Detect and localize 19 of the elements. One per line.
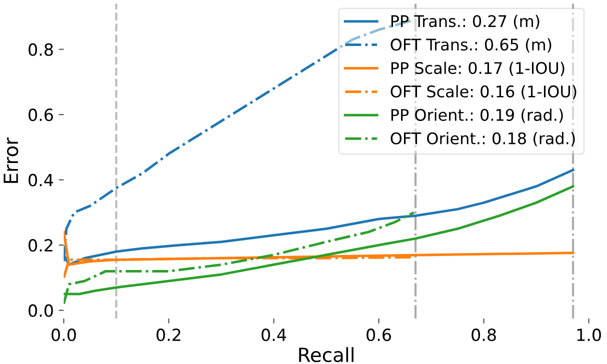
y-tick-label: 0.8 (28, 43, 53, 56)
legend-label: OFT Trans.: 0.65 (m) (390, 38, 552, 53)
legend-label: OFT Orient.: 0.18 (rad.) (390, 132, 575, 146)
y-tick-label: 0.0 (28, 304, 53, 317)
y-tick-label: 0.6 (28, 108, 53, 122)
legend-label: PP Orient.: 0.19 (rad.) (391, 108, 563, 123)
x-axis-title: Recall (299, 347, 354, 362)
x-tick-label: 0.2 (156, 328, 180, 342)
x-tick-label: 0.0 (52, 328, 76, 342)
legend-label: PP Trans.: 0.27 (m) (391, 14, 540, 30)
y-tick-label: 0.4 (28, 174, 54, 186)
x-tick-label: 0.8 (472, 328, 496, 342)
legend-label: OFT Scale: 0.16 (1-IOU) (390, 85, 576, 100)
x-tick-label: 0.6 (366, 328, 391, 342)
y-axis-title: Error (4, 137, 18, 183)
y-tick-label: 0.2 (28, 239, 52, 252)
legend-label: PP Scale: 0.17 (1-IOU) (391, 62, 564, 76)
x-tick-label: 0.4 (262, 328, 286, 342)
x-tick-label: 1.0 (577, 328, 601, 342)
